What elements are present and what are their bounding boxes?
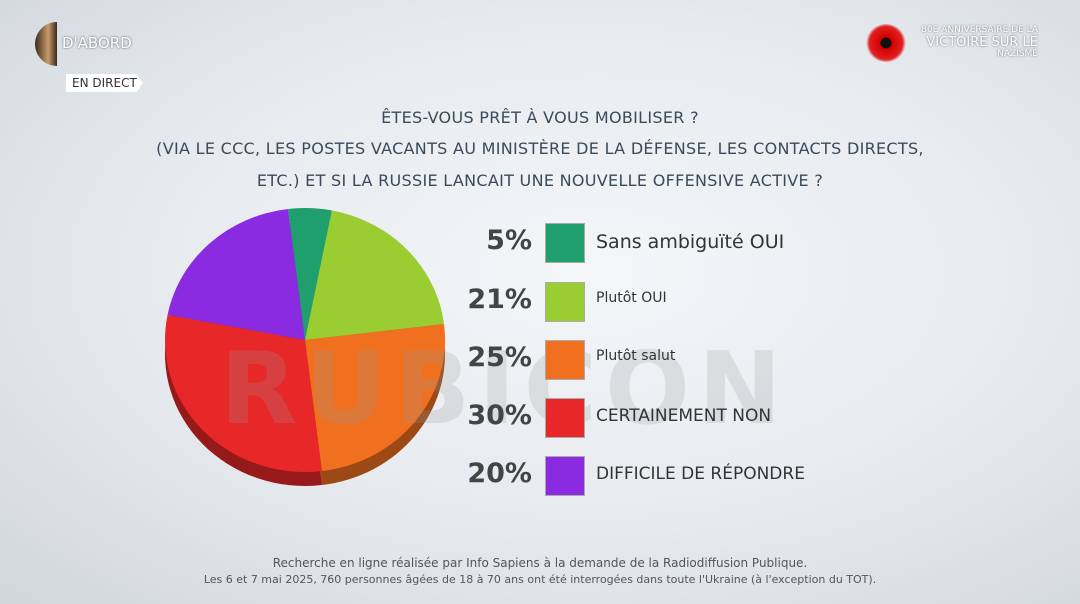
legend-swatch — [545, 398, 585, 438]
legend-percent: 20% — [467, 458, 532, 489]
legend-label: Plutôt OUI — [596, 290, 667, 306]
chart-subtitle: ETC.) ET SI LA RUSSIE LANCAIT UNE NOUVEL… — [256, 171, 824, 190]
legend-swatch — [545, 456, 585, 496]
chart-title: ÊTES-VOUS PRÊT À VOUS MOBILISER ? — [381, 108, 699, 127]
anniversary-label: 80E ANNIVERSAIRE DE LA VICTOIRE SUR LE N… — [921, 25, 1038, 60]
legend-swatch — [545, 282, 585, 322]
legend-label: DIFFICILE DE RÉPONDRE — [596, 464, 805, 484]
legend-percent: 21% — [467, 284, 532, 315]
footer-source: Recherche en ligne réalisée par Info Sap… — [272, 556, 808, 570]
pie-slice — [288, 208, 332, 340]
legend-percent: 5% — [486, 225, 532, 256]
poppy-icon — [866, 24, 906, 62]
legend-percent: 30% — [467, 400, 532, 431]
pie-slice — [165, 314, 322, 472]
footer-method: Les 6 et 7 mai 2025, 760 personnes âgées… — [203, 573, 877, 586]
legend-swatch — [545, 340, 585, 380]
legend-label: Plutôt salut — [596, 348, 676, 364]
anniversary-line: VICTOIRE SUR LE — [926, 34, 1038, 50]
pie-slice — [305, 324, 445, 472]
pie-slice — [167, 208, 305, 340]
pie-slice — [305, 209, 444, 340]
legend-label: CERTAINEMENT NON — [596, 406, 772, 426]
chart-subtitle: (VIA LE CCC, LES POSTES VACANTS AU MINIS… — [156, 139, 924, 158]
live-badge: EN DIRECT — [66, 74, 143, 92]
anniversary-line: NAZISME — [997, 49, 1038, 60]
anniversary-line: 80E ANNIVERSAIRE DE LA — [921, 25, 1038, 35]
channel-logo — [35, 22, 57, 66]
legend-percent: 25% — [467, 342, 532, 373]
channel-name: D'ABORD — [62, 34, 132, 52]
legend-swatch — [545, 223, 585, 263]
legend-label: Sans ambiguïté OUI — [596, 231, 785, 253]
watermark: RUBICON — [220, 330, 790, 447]
